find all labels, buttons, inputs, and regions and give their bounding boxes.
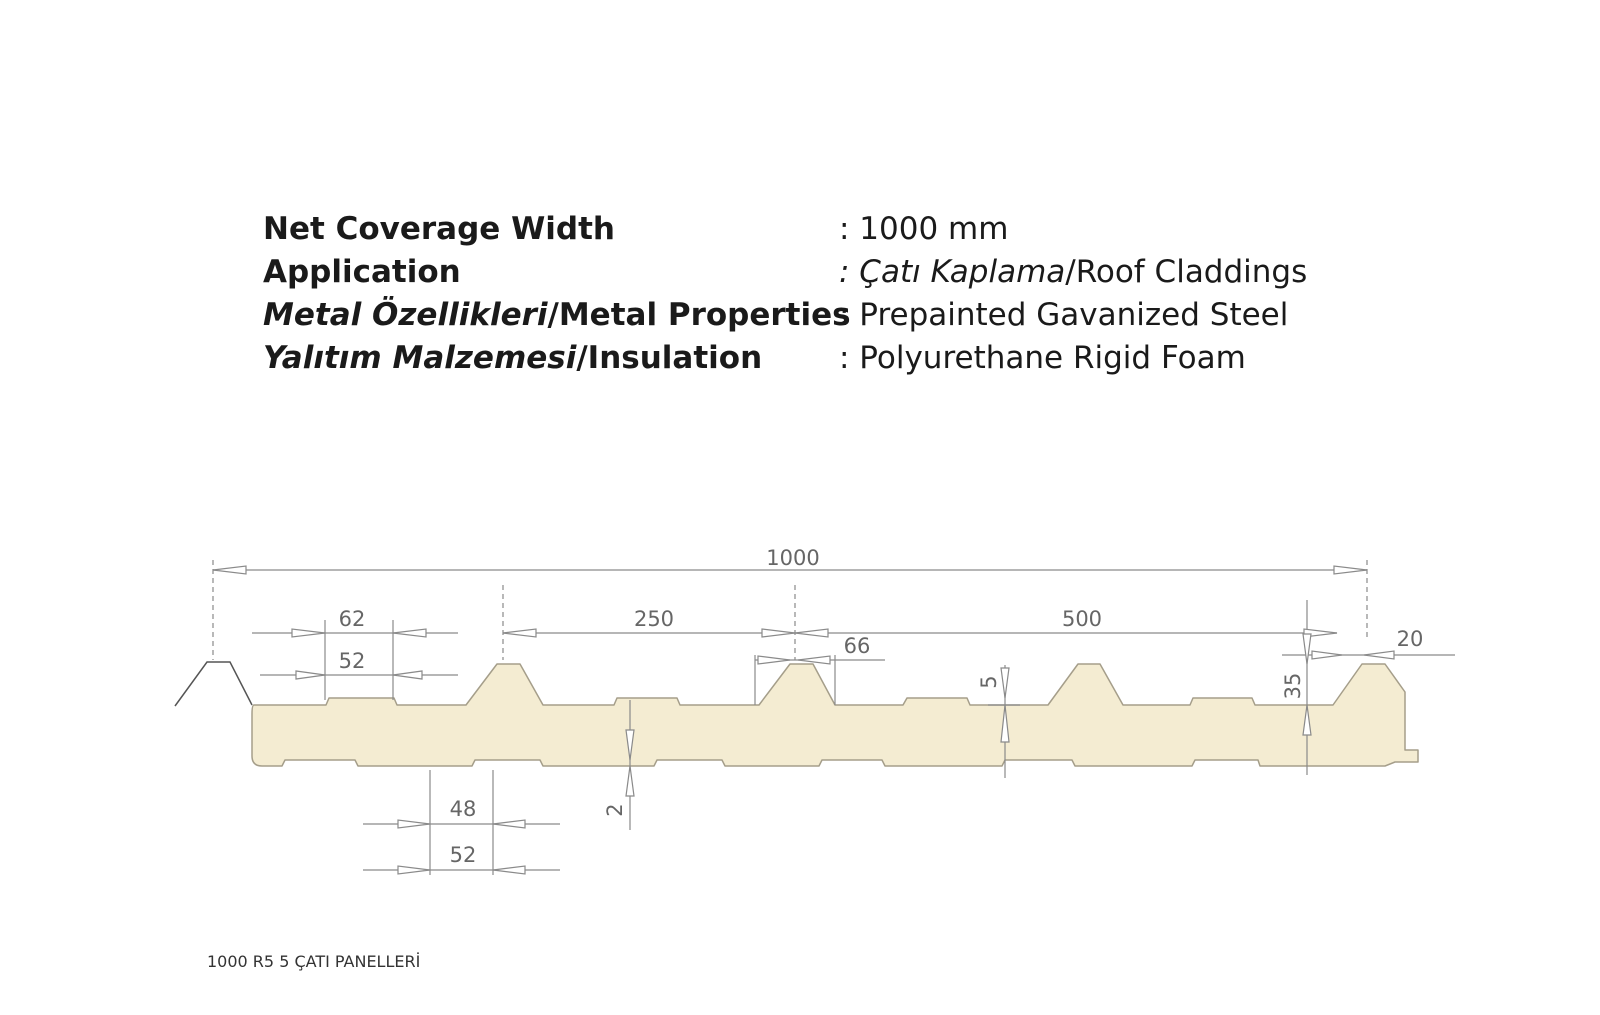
dim-label-span: 500 — [1062, 607, 1102, 631]
spec-value: : Çatı Kaplama/Roof Claddings — [839, 254, 1308, 290]
panel-section — [251, 663, 1419, 767]
spec-value: : Polyurethane Rigid Foam — [839, 340, 1246, 376]
spec-value: : 1000 mm — [839, 211, 1009, 247]
dim-label-rib-top: 62 — [339, 607, 366, 631]
spec-label: Metal Özellikleri/Metal Properties — [263, 297, 851, 333]
dim-label-rib-height: 35 — [1281, 673, 1305, 700]
spec-label: Net Coverage Width — [263, 211, 615, 247]
spec-value: : Prepainted Gavanized Steel — [839, 297, 1289, 333]
figure-caption: 1000 R5 5 ÇATI PANELLERİ — [207, 952, 421, 971]
dim-label-overall: 1000 — [766, 546, 819, 570]
dim-label-minor-rib: 5 — [977, 675, 1001, 688]
dim-label-pitch: 250 — [634, 607, 674, 631]
dim-label-rib-base: 66 — [844, 634, 871, 658]
dim-label-bottom-inner: 48 — [450, 797, 477, 821]
left-overlap-rib — [174, 661, 253, 707]
spec-label: Yalıtım Malzemesi/Insulation — [263, 340, 763, 376]
dim-label-edge: 20 — [1397, 627, 1424, 651]
spec-label: Application — [263, 254, 461, 290]
dim-label-skin: 2 — [603, 803, 627, 816]
dimension-lines — [212, 560, 1455, 875]
dim-label-rib-inner: 52 — [339, 649, 366, 673]
dim-label-bottom-outer: 52 — [450, 843, 477, 867]
dimension-arrows — [212, 565, 1395, 875]
